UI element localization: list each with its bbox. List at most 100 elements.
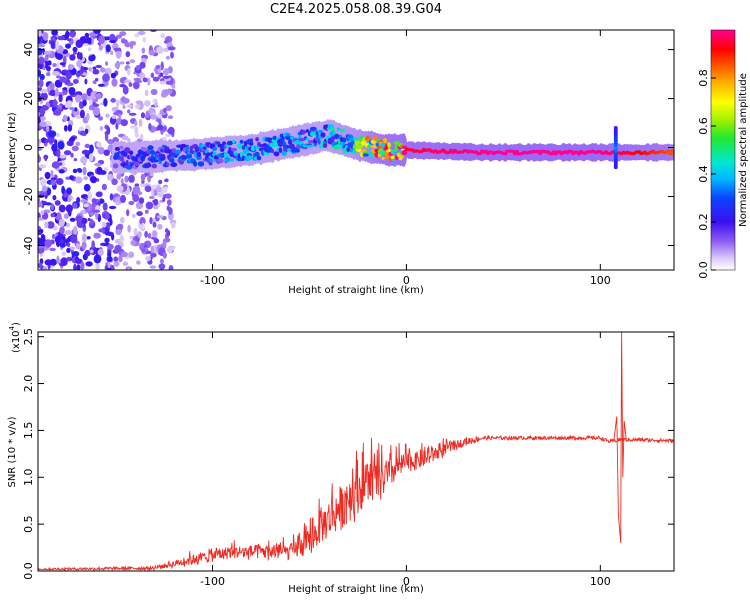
spectrogram-noise-blob: [81, 93, 88, 102]
spectrogram-noise-blob: [119, 61, 125, 65]
colorbar-label: Normalized spectral amplitude: [738, 73, 749, 227]
spectrogram-ridge-cell: [483, 149, 488, 153]
spectrogram-ridge-cell: [294, 139, 301, 145]
spectrogram-noise-blob: [68, 87, 76, 96]
spectrogram-noise-blob: [115, 50, 122, 59]
spectrogram-ridge-cell: [373, 135, 378, 142]
spectrogram-noise-blob: [120, 178, 124, 185]
spectrogram-noise-blob: [127, 224, 131, 233]
spectrogram-ridge-cell: [670, 149, 674, 153]
spectrogram-noise-blob: [103, 97, 108, 107]
spectrogram-noise-blob: [41, 185, 48, 192]
spectrogram-noise-blob: [98, 116, 103, 121]
spectrogram-noise-blob: [62, 114, 68, 122]
spectrogram-noise-blob: [75, 141, 81, 147]
spectrogram-noise-blob: [104, 132, 109, 142]
spectrogram-ridge-cell: [118, 155, 125, 162]
spectrogram-noise-blob: [89, 218, 94, 226]
spectrogram-noise-blob: [145, 110, 150, 119]
spectrogram-noise-blob: [159, 258, 164, 264]
spectrogram-noise-blob: [67, 124, 73, 132]
spectrogram-noise-blob: [167, 245, 173, 254]
spectrogram-noise-blob: [132, 194, 140, 202]
spectrogram-noise-blob: [63, 125, 68, 132]
spectrogram-noise-blob: [87, 191, 93, 201]
spectrogram-noise-blob: [38, 226, 41, 230]
spectrogram-ridge-cell: [170, 162, 178, 168]
spectrogram-noise-blob: [107, 250, 112, 258]
spectrogram-noise-blob: [75, 114, 82, 119]
spectrogram-noise-blob: [68, 65, 74, 70]
spectrogram-noise-blob: [133, 227, 138, 236]
spectrogram-ridge-cell: [196, 151, 202, 157]
spectrogram-noise-blob: [150, 114, 158, 120]
spectrogram-noise-blob: [134, 33, 140, 38]
spectrogram-ridge-cell: [169, 158, 175, 163]
spectrogram-noise-blob: [86, 37, 92, 42]
spectrogram-ridge-cell: [401, 154, 404, 159]
spectrogram-noise-blob: [61, 251, 67, 256]
spectrogram-noise-blob: [118, 254, 123, 263]
spectrogram-noise-blob: [38, 44, 46, 48]
spectrogram-noise-blob: [58, 162, 63, 166]
spectrogram-noise-blob: [102, 73, 110, 83]
spectrogram-noise-blob: [116, 223, 124, 230]
spectrogram-noise-blob: [159, 80, 166, 85]
spectrogram-noise-blob: [92, 106, 101, 116]
spectrogram-noise-blob: [73, 158, 78, 162]
spectrogram-noise-blob: [67, 38, 72, 42]
spectrogram-ridge-cell: [344, 145, 348, 149]
spectrogram-ridge-cell: [503, 152, 508, 156]
spectrogram-ridge-cell: [171, 148, 176, 152]
spectrogram-noise-blob: [54, 235, 61, 244]
spectrogram-noise-blob: [136, 211, 143, 217]
spectrogram-ridge-cell: [309, 131, 317, 137]
spectrogram-noise-blob: [75, 94, 82, 103]
spectrogram-noise-blob: [132, 186, 141, 194]
spectrogram-noise-blob: [150, 245, 154, 254]
spectrogram-ylabel: Frequency (Hz): [7, 112, 18, 188]
spectrogram-noise-blob: [67, 100, 73, 108]
spectrogram-noise-blob: [134, 126, 139, 136]
spectrogram-noise-blob: [80, 261, 85, 270]
spectrogram-ridge-cell: [356, 144, 364, 149]
spectrogram-noise-blob: [122, 261, 129, 267]
spectrogram-noise-blob: [86, 112, 90, 122]
spectrogram-noise-blob: [129, 59, 136, 63]
spectrogram-ridge-cell: [125, 160, 129, 166]
spectrogram-noise-blob: [51, 161, 60, 169]
snr-ytick-label: 0.5: [22, 515, 35, 533]
spectrogram-noise-blob: [63, 150, 72, 156]
spectrogram-noise-blob: [60, 257, 68, 266]
spectrogram-noise-blob: [103, 149, 110, 156]
spectrogram-noise-blob: [66, 140, 74, 147]
spectrogram-noise-blob: [165, 80, 173, 85]
spectrogram-noise-blob: [44, 50, 52, 55]
spectrogram-noise-blob: [83, 183, 91, 192]
spectrogram-ridge-cell: [141, 147, 149, 152]
colorbar-tick-label: 0.0: [697, 261, 710, 279]
spectrogram-noise-blob: [83, 176, 88, 181]
spectrogram-ridge-cell: [229, 158, 235, 162]
spectrogram-ridge-cell: [306, 144, 313, 148]
spectrogram-ridge-cell: [220, 148, 225, 152]
spectrogram-noise-blob: [59, 226, 65, 234]
spectrogram-noise-blob: [45, 125, 50, 133]
spectrogram-noise-blob: [50, 179, 56, 186]
spectrogram-noise-blob: [120, 119, 128, 127]
spectrogram-noise-blob: [38, 262, 43, 269]
spectrogram-noise-blob: [76, 60, 82, 68]
spectrogram-noise-blob: [162, 240, 167, 249]
snr-scale-exp: 4: [8, 325, 16, 330]
spectrogram-noise-blob: [40, 210, 45, 216]
spectrogram-ridge-cell: [287, 139, 293, 145]
spectrogram-noise-blob: [50, 170, 54, 177]
spectrogram-noise-blob: [65, 204, 73, 213]
spectrogram-noise-blob: [170, 51, 174, 59]
spectrogram-noise-blob: [128, 174, 135, 183]
spectrogram-ridge-cell: [186, 153, 193, 159]
spectrogram-noise-blob: [162, 75, 170, 79]
spectrogram-ridge-cell: [387, 148, 391, 153]
spectrogram-noise-blob: [120, 194, 126, 204]
